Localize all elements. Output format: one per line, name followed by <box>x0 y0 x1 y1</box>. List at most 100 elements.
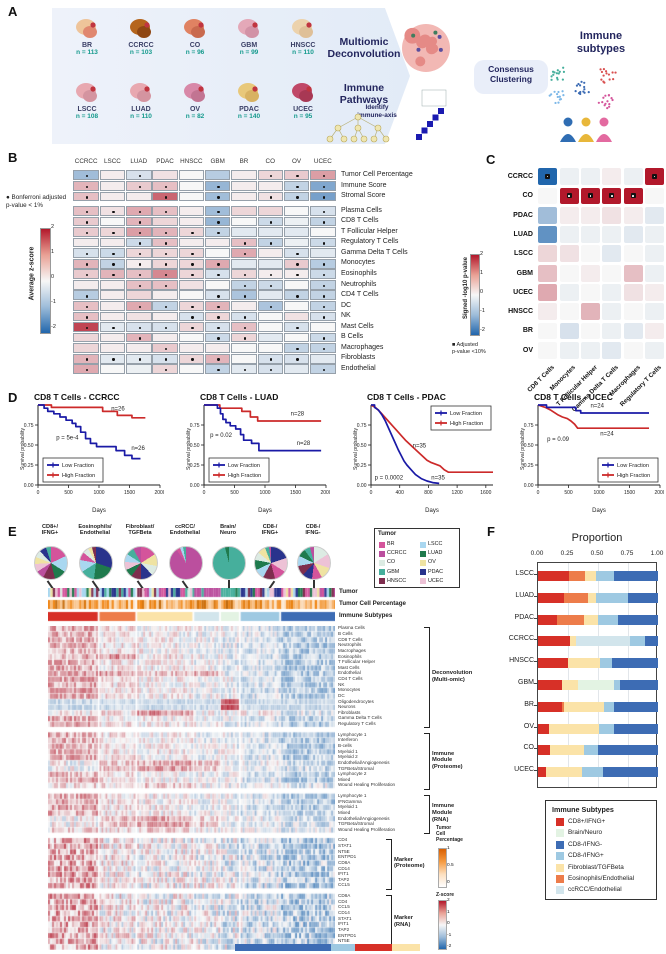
b-heatmap-cell <box>231 258 257 269</box>
e-tcp-title-line: Percentage <box>436 836 463 843</box>
f-bar-segment <box>619 680 658 690</box>
b-heatmap-cell <box>99 237 126 248</box>
b-significance-dot <box>164 231 168 235</box>
km-svg-wrap: 0.00 0.25 0.50 0.75 0 500 1000 1500 2000 Days p = … <box>14 402 166 516</box>
f-legend-item: CD8-/IFNG+ <box>556 851 656 862</box>
e-tcp-title-line: Cell <box>436 830 446 837</box>
f-bar-segment <box>550 745 584 756</box>
organ-code: CO <box>189 42 201 49</box>
f-legend-item: Brain/Neuro <box>556 828 656 839</box>
e-zscore-tick: -2 <box>447 944 452 949</box>
c-heatmap-cell <box>645 322 665 340</box>
f-bar-segment <box>538 701 562 712</box>
svg-text:2000: 2000 <box>154 490 164 496</box>
b-heatmap-cell <box>204 269 231 280</box>
b-significance-dot <box>138 185 141 188</box>
consensus-clustering-label-line2: Clustering <box>489 74 533 84</box>
svg-text:High Fraction: High Fraction <box>617 473 650 479</box>
b-significance-dot <box>112 263 115 266</box>
b-heatmap-cell <box>73 332 99 343</box>
f-title: Proportion <box>571 532 623 544</box>
svg-text:500: 500 <box>64 490 73 496</box>
c-heatmap-cell <box>602 341 622 359</box>
svg-text:0.50: 0.50 <box>24 443 34 449</box>
e-section-label-line: Marker <box>394 856 414 863</box>
b-heatmap-cell <box>152 269 178 280</box>
b-significance-dot <box>138 263 141 266</box>
e-tumor-legend-item: BR <box>379 540 419 549</box>
b-row-label: Immune Score <box>341 181 387 189</box>
e-cluster-pie <box>212 546 246 580</box>
f-bar-segment <box>604 701 614 712</box>
b-colorbar-tick: -2 <box>51 324 56 330</box>
c-row-label: OV <box>522 346 533 354</box>
b-row-label: T Follicular Helper <box>341 227 398 235</box>
svg-text:0.75: 0.75 <box>24 423 34 429</box>
f-axis-tick <box>534 683 537 684</box>
b-heatmap-cell <box>283 311 310 322</box>
b-heatmap-cell <box>283 191 310 202</box>
b-col-header: LSCC <box>104 158 121 165</box>
e-heatmap-row-label: ENTPD1 <box>338 854 357 860</box>
e-cluster-pie <box>34 546 68 580</box>
b-heatmap-cell <box>73 248 99 258</box>
immune-subtypes-label-line1: Immune <box>579 30 623 42</box>
f-bar-segment <box>595 571 614 581</box>
c-heatmap-cell <box>623 284 643 301</box>
immune-pathways-label: Immune Pathways <box>318 82 410 106</box>
b-row-label: B Cells <box>341 333 364 341</box>
f-bar-segment <box>644 636 658 647</box>
b-heatmap-cell <box>310 269 336 280</box>
c-heatmap-cell <box>538 284 558 301</box>
b-heatmap-cell <box>126 206 152 216</box>
svg-text:0.25: 0.25 <box>24 463 34 469</box>
km-curve-svg: 0.00 0.25 0.50 0.75 0 500 1000 1500 2000 Days p = … <box>24 404 166 514</box>
b-heatmap-cell <box>204 180 231 191</box>
b-heatmap-cell <box>99 353 126 364</box>
f-bar-segment <box>599 723 614 734</box>
e-heatmap-row-label: CD14 <box>338 865 350 871</box>
c-heatmap-cell <box>645 226 665 243</box>
f-category-label: CCRCC <box>508 635 534 643</box>
b-heatmap-cell <box>283 170 310 181</box>
c-heatmap-cell <box>645 284 665 301</box>
b-heatmap-cell <box>204 322 231 332</box>
b-heatmap-cell <box>73 191 99 202</box>
b-heatmap-cell <box>283 364 310 375</box>
b-heatmap-cell <box>99 191 126 202</box>
e-tcp-tick: 0.5 <box>447 863 454 868</box>
b-heatmap-cell <box>152 206 178 216</box>
f-bar-segment <box>538 571 570 581</box>
c-heatmap-cell <box>623 322 643 340</box>
b-significance-dot <box>217 305 220 309</box>
b-heatmap-cell <box>257 279 283 290</box>
f-category-label: OV <box>523 722 534 730</box>
svg-text:2000: 2000 <box>654 490 664 496</box>
c-heatmap-cell <box>645 245 665 263</box>
b-heatmap-cell <box>152 290 178 301</box>
b-colorbar <box>40 228 51 334</box>
c-heatmap-cell <box>602 245 622 263</box>
b-heatmap-cell <box>283 343 310 353</box>
organ-icon brain-icon <box>234 16 264 42</box>
e-section-label: Immune Module (RNA) <box>432 803 478 823</box>
f-bar-segment <box>583 745 598 756</box>
b-heatmap-cell <box>257 216 283 227</box>
e-zscore-tick: 0 <box>447 921 450 926</box>
e-tumor-legend-item: HNSCC <box>379 577 419 586</box>
b-significance-dot <box>191 305 194 309</box>
b-heatmap-cell <box>178 180 205 191</box>
km-curve-svg: 0.00 0.25 0.50 0.75 0 400 800 1200 1600 Days p = 0… <box>357 404 493 514</box>
b-significance-dot <box>296 185 299 188</box>
b-significance-dot <box>322 274 326 277</box>
b-heatmap-cell <box>152 301 178 311</box>
b-heatmap-cell <box>310 332 336 343</box>
people-icons <box>560 116 614 142</box>
b-heatmap-cell <box>126 311 152 322</box>
b-significance-dot <box>217 231 220 235</box>
b-col-header: UCEC <box>313 158 332 165</box>
e-cluster-label-line1: CD8-/ <box>262 524 278 530</box>
e-tumor-color-chip <box>420 559 426 566</box>
e-heatmap-row-label: Interferon <box>338 737 358 743</box>
svg-text:1500: 1500 <box>290 490 301 496</box>
